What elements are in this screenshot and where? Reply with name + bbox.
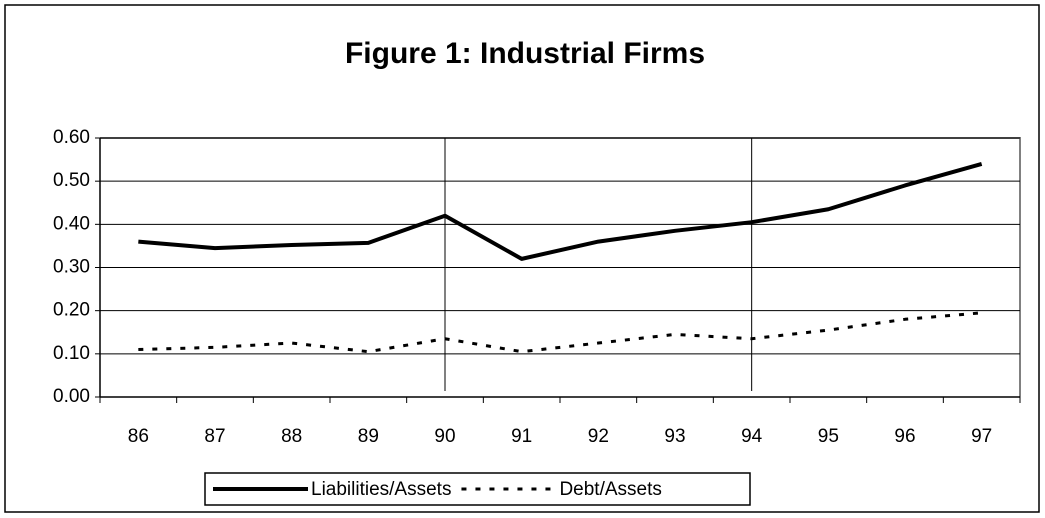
y-tick-label: 0.10 [53,343,90,364]
y-tick-label: 0.60 [53,127,90,148]
y-tick-label: 0.00 [53,386,90,407]
legend-label: Liabilities/Assets [311,479,451,500]
x-tick-label: 86 [128,426,149,447]
y-tick-label: 0.40 [53,213,90,234]
x-tick-label: 93 [664,426,685,447]
x-tick-label: 97 [971,426,992,447]
x-tick-label: 94 [741,426,763,447]
series-line [138,161,983,261]
y-tick-label: 0.50 [53,170,90,191]
chart-title: Figure 1: Industrial Firms [345,37,705,70]
x-tick-label: 89 [358,426,379,447]
x-tick-label: 91 [511,426,532,447]
x-tick-label: 87 [204,426,225,447]
x-tick-label: 88 [281,426,302,447]
series-line [138,311,982,354]
y-tick-label: 0.20 [53,300,90,321]
y-tick-label: 0.30 [53,257,90,278]
x-tick-label: 96 [894,426,915,447]
legend-label: Debt/Assets [559,479,661,500]
x-tick-label: 90 [434,426,455,447]
x-tick-label: 92 [588,426,609,447]
x-tick-label: 95 [818,426,839,447]
